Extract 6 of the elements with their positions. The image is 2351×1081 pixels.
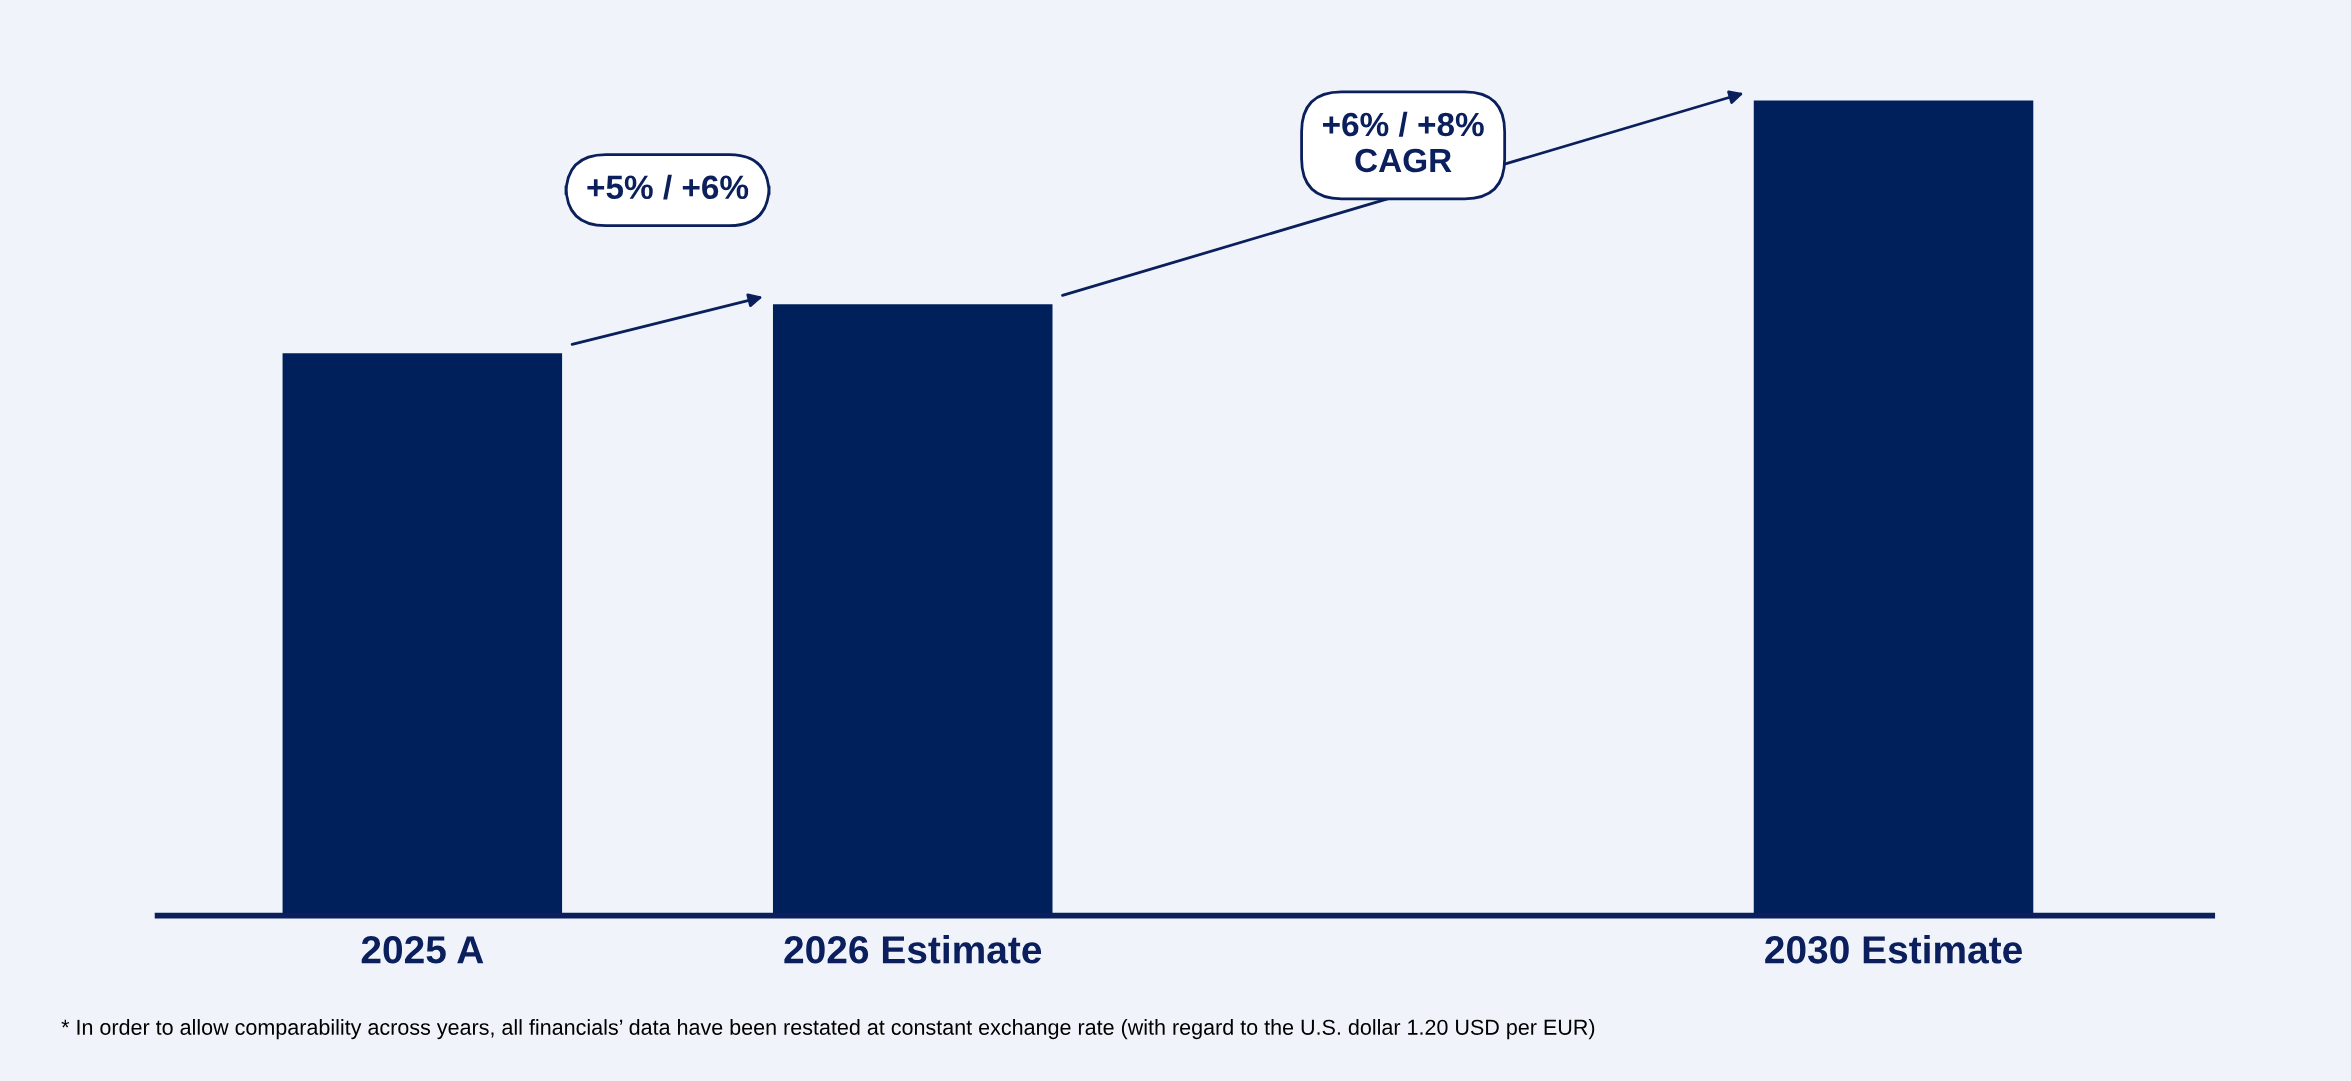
x-tick-label: 2030 Estimate (1765, 935, 2022, 964)
annotation: +6% / +8% CAGR (1323, 111, 1484, 173)
x-tick-label: 2025 A (361, 936, 484, 964)
text: * In order to allow comparability across years, all financials’ data have been restated at constant exchange rate (with regard to the U.S. dollar 1.20 USD per EUR) (61, 1019, 1595, 1040)
annotation: +5% / +6% (587, 174, 749, 200)
x-tick-label: 2026 Estimate (784, 935, 1042, 964)
